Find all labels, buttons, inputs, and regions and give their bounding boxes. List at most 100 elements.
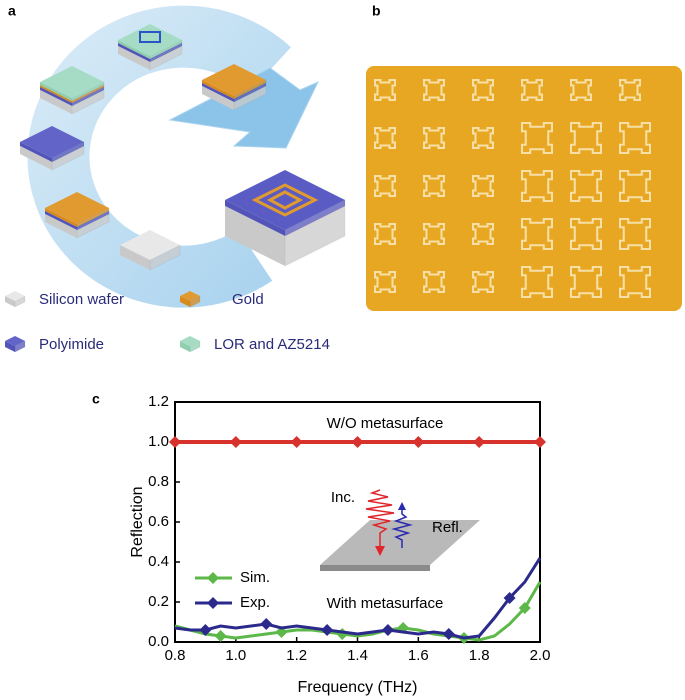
resonator xyxy=(619,122,651,154)
block-side xyxy=(284,205,346,267)
annotation: Inc. xyxy=(331,489,355,506)
resonator xyxy=(374,127,396,149)
pattern xyxy=(139,31,161,43)
inset-plane xyxy=(320,520,480,565)
block-top xyxy=(5,291,25,301)
resonator xyxy=(570,266,602,298)
legend-marker xyxy=(207,572,219,584)
block-top xyxy=(118,24,182,56)
block-side xyxy=(51,145,85,171)
block-top xyxy=(5,336,25,346)
resonator xyxy=(374,79,396,101)
y-tick-label: 0.6 xyxy=(148,513,169,530)
resonator xyxy=(472,79,494,101)
resonator xyxy=(521,122,553,154)
marker xyxy=(473,436,486,448)
y-tick-label: 0.8 xyxy=(148,473,169,490)
resonator xyxy=(521,218,553,250)
legend-label: Sim. xyxy=(240,569,270,586)
block-side xyxy=(118,46,150,70)
resonator xyxy=(374,271,396,293)
block-top xyxy=(45,192,109,224)
annotation: With metasurface xyxy=(327,595,444,612)
block-side xyxy=(233,85,267,111)
marker xyxy=(229,436,242,448)
incident-wave xyxy=(365,489,395,548)
x-tick-label: 0.8 xyxy=(165,647,186,664)
resonator xyxy=(472,175,494,197)
resonator xyxy=(423,223,445,245)
x-tick-label: 1.0 xyxy=(225,647,246,664)
resonator xyxy=(570,122,602,154)
block-top xyxy=(20,126,84,158)
block-side xyxy=(40,85,72,103)
block-side xyxy=(202,80,234,99)
y-axis-label: Reflection xyxy=(129,486,146,557)
block-side xyxy=(118,40,150,59)
block-side xyxy=(225,200,285,236)
reflected-arrowhead xyxy=(398,502,406,510)
block-side xyxy=(5,341,15,352)
x-tick-label: 1.4 xyxy=(347,647,368,664)
resonator xyxy=(570,170,602,202)
marker xyxy=(381,624,394,636)
marker xyxy=(412,436,425,448)
pattern xyxy=(251,183,319,217)
annotation: Refl. xyxy=(432,519,463,536)
y-tick-label: 0.4 xyxy=(148,553,169,570)
resonator xyxy=(570,218,602,250)
block-side xyxy=(45,208,77,227)
resonator xyxy=(423,271,445,293)
block-side xyxy=(118,43,150,62)
resonator xyxy=(472,127,494,149)
block-top xyxy=(225,170,345,230)
marker xyxy=(199,624,212,636)
resonator xyxy=(521,266,553,298)
panel-label: c xyxy=(92,391,100,407)
arrow-head xyxy=(168,67,320,149)
resonator xyxy=(423,127,445,149)
y-tick-label: 0.0 xyxy=(148,633,169,650)
resonator xyxy=(619,170,651,202)
block-top xyxy=(180,291,200,301)
block-side xyxy=(180,296,190,307)
block-side xyxy=(180,341,190,352)
marker xyxy=(260,618,273,630)
y-tick-label: 1.0 xyxy=(148,433,169,450)
series-line xyxy=(174,557,542,640)
block-top xyxy=(120,230,180,260)
block-top xyxy=(202,64,266,96)
marker xyxy=(321,624,334,636)
resonator xyxy=(423,175,445,197)
marker xyxy=(290,436,303,448)
incident-arrowhead xyxy=(375,546,385,556)
x-tick-label: 1.8 xyxy=(469,647,490,664)
resonator xyxy=(423,79,445,101)
block-side xyxy=(225,206,285,266)
block-side xyxy=(40,87,72,106)
block-top xyxy=(40,66,104,98)
x-axis-label: Frequency (THz) xyxy=(297,679,417,696)
legend-marker xyxy=(207,597,219,609)
resonator xyxy=(619,79,641,101)
resonator xyxy=(472,223,494,245)
block-side xyxy=(45,211,77,230)
block-top xyxy=(180,336,200,346)
block-side xyxy=(202,86,234,110)
legend-label: Polyimide xyxy=(39,336,104,353)
x-tick-label: 1.2 xyxy=(286,647,307,664)
block-side xyxy=(45,214,77,238)
resonator xyxy=(619,266,651,298)
y-tick-label: 0.2 xyxy=(148,593,169,610)
marker xyxy=(442,628,455,640)
block-side xyxy=(20,146,52,170)
marker xyxy=(518,602,531,614)
block-side xyxy=(40,90,72,114)
reflected-wave xyxy=(391,508,413,548)
block-side xyxy=(5,296,15,307)
resonator xyxy=(570,79,592,101)
block-side xyxy=(120,245,150,270)
block-side xyxy=(76,213,110,239)
legend-label: Exp. xyxy=(240,594,270,611)
